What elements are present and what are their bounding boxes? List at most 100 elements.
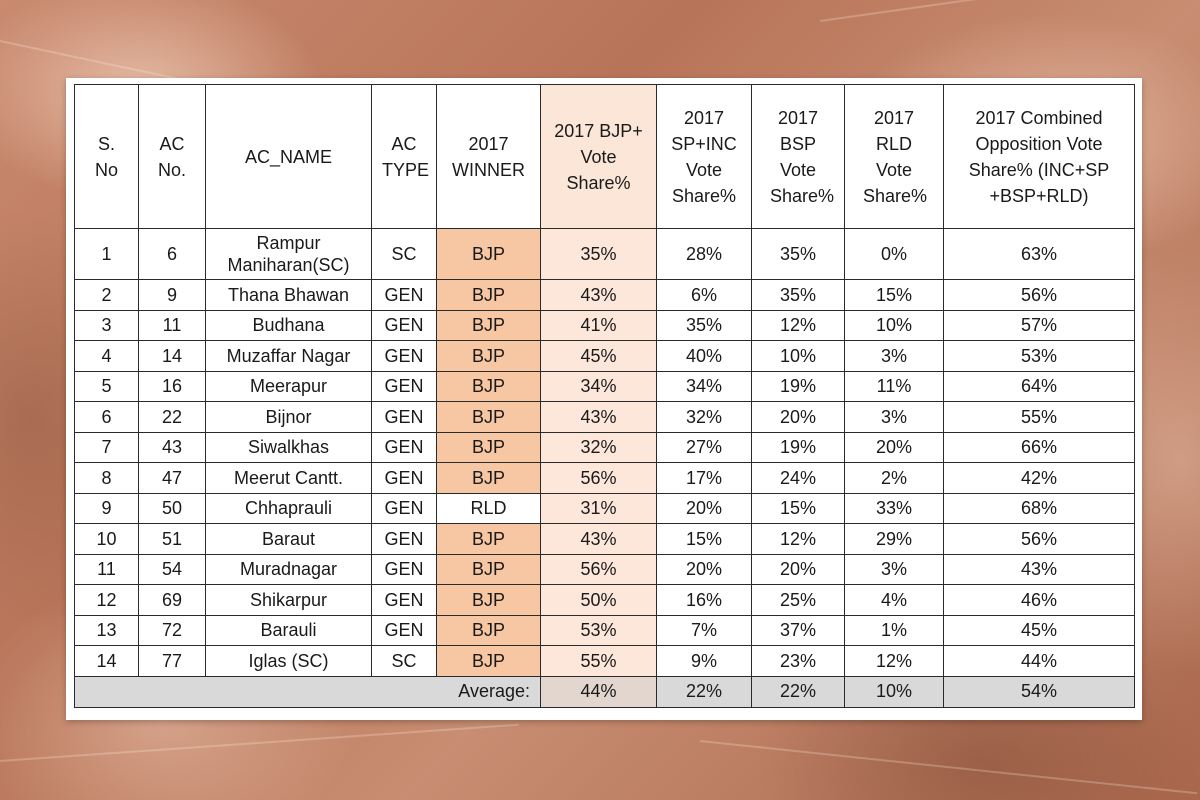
table-row: 2 9 Thana Bhawan GEN BJP 43% 6% 35% 15% 56% xyxy=(74,279,1135,311)
cell-ac-name: Chhaprauli xyxy=(205,492,372,524)
cell-ac-no: 77 xyxy=(138,645,206,677)
cell-s-no: 13 xyxy=(74,614,139,646)
cell-combined-opposition: 56% xyxy=(943,279,1135,311)
average-row: Average: 44% 22% 22% 10% 54% xyxy=(74,675,1135,708)
cell-rld-vote-share: 4% xyxy=(844,584,944,616)
table-row: 13 72 Barauli GEN BJP 53% 7% 37% 1% 45% xyxy=(74,614,1135,646)
header-row: S. No AC No. AC_NAME AC TYPE 2017 WINNER… xyxy=(74,84,1135,229)
table-row: 9 50 Chhaprauli GEN RLD 31% 20% 15% 33% 68% xyxy=(74,492,1135,524)
cell-ac-name: Bijnor xyxy=(205,401,372,433)
cell-s-no: 10 xyxy=(74,523,139,555)
cell-ac-name: Thana Bhawan xyxy=(205,279,372,311)
cell-combined-opposition: 46% xyxy=(943,584,1135,616)
cell-s-no: 3 xyxy=(74,309,139,341)
paper-crease xyxy=(820,0,1200,22)
cell-ac-type: SC xyxy=(371,645,437,677)
cell-winner: BJP xyxy=(436,228,541,280)
cell-sp-inc-vote-share: 9% xyxy=(656,645,752,677)
cell-s-no: 12 xyxy=(74,584,139,616)
cell-sp-inc-vote-share: 35% xyxy=(656,309,752,341)
cell-ac-type: GEN xyxy=(371,431,437,463)
cell-s-no: 1 xyxy=(74,228,139,280)
cell-ac-type: GEN xyxy=(371,584,437,616)
cell-bjp-vote-share: 43% xyxy=(540,523,657,555)
average-label: Average: xyxy=(74,675,541,708)
table-card: S. No AC No. AC_NAME AC TYPE 2017 WINNER… xyxy=(66,78,1142,720)
cell-combined-opposition: 55% xyxy=(943,401,1135,433)
cell-bsp-vote-share: 15% xyxy=(751,492,845,524)
cell-winner: BJP xyxy=(436,462,541,494)
cell-sp-inc-vote-share: 6% xyxy=(656,279,752,311)
cell-ac-no: 14 xyxy=(138,340,206,372)
cell-winner: BJP xyxy=(436,645,541,677)
cell-sp-inc-vote-share: 34% xyxy=(656,370,752,402)
cell-ac-name: Baraut xyxy=(205,523,372,555)
cell-winner: BJP xyxy=(436,370,541,402)
cell-sp-inc-vote-share: 32% xyxy=(656,401,752,433)
cell-combined-opposition: 57% xyxy=(943,309,1135,341)
cell-bjp-vote-share: 31% xyxy=(540,492,657,524)
cell-rld-vote-share: 3% xyxy=(844,340,944,372)
cell-ac-no: 47 xyxy=(138,462,206,494)
cell-bsp-vote-share: 12% xyxy=(751,523,845,555)
table-row: 4 14 Muzaffar Nagar GEN BJP 45% 40% 10% 3% 53% xyxy=(74,340,1135,372)
cell-bsp-vote-share: 37% xyxy=(751,614,845,646)
cell-ac-type: GEN xyxy=(371,279,437,311)
cell-ac-type: GEN xyxy=(371,309,437,341)
average-combined: 54% xyxy=(943,675,1135,708)
table-row: 10 51 Baraut GEN BJP 43% 15% 12% 29% 56% xyxy=(74,523,1135,555)
cell-s-no: 6 xyxy=(74,401,139,433)
cell-sp-inc-vote-share: 16% xyxy=(656,584,752,616)
cell-s-no: 8 xyxy=(74,462,139,494)
cell-ac-type: GEN xyxy=(371,614,437,646)
average-bsp: 22% xyxy=(751,675,845,708)
cell-combined-opposition: 63% xyxy=(943,228,1135,280)
cell-ac-no: 72 xyxy=(138,614,206,646)
cell-ac-no: 51 xyxy=(138,523,206,555)
cell-ac-name: Meerapur xyxy=(205,370,372,402)
cell-ac-name: Budhana xyxy=(205,309,372,341)
header-sp-inc-vote-share: 2017 SP+INC Vote Share% xyxy=(656,84,752,229)
cell-rld-vote-share: 1% xyxy=(844,614,944,646)
cell-rld-vote-share: 20% xyxy=(844,431,944,463)
cell-combined-opposition: 44% xyxy=(943,645,1135,677)
table-row: 14 77 Iglas (SC) SC BJP 55% 9% 23% 12% 44% xyxy=(74,645,1135,677)
cell-ac-no: 6 xyxy=(138,228,206,280)
cell-bsp-vote-share: 35% xyxy=(751,228,845,280)
cell-winner: BJP xyxy=(436,431,541,463)
cell-sp-inc-vote-share: 15% xyxy=(656,523,752,555)
cell-winner: BJP xyxy=(436,401,541,433)
paper-crease xyxy=(699,740,1198,795)
cell-winner: BJP xyxy=(436,553,541,585)
cell-rld-vote-share: 11% xyxy=(844,370,944,402)
header-ac-type: AC TYPE xyxy=(371,84,437,229)
cell-bjp-vote-share: 32% xyxy=(540,431,657,463)
cell-bjp-vote-share: 41% xyxy=(540,309,657,341)
cell-rld-vote-share: 33% xyxy=(844,492,944,524)
cell-bsp-vote-share: 19% xyxy=(751,370,845,402)
cell-ac-name: Rampur Maniharan(SC) xyxy=(205,228,372,280)
header-combined-opposition: 2017 Combined Opposition Vote Share% (IN… xyxy=(943,84,1135,229)
cell-bjp-vote-share: 56% xyxy=(540,553,657,585)
cell-s-no: 5 xyxy=(74,370,139,402)
cell-rld-vote-share: 2% xyxy=(844,462,944,494)
cell-s-no: 14 xyxy=(74,645,139,677)
cell-winner: BJP xyxy=(436,340,541,372)
cell-rld-vote-share: 3% xyxy=(844,553,944,585)
cell-ac-name: Shikarpur xyxy=(205,584,372,616)
cell-bjp-vote-share: 50% xyxy=(540,584,657,616)
cell-combined-opposition: 42% xyxy=(943,462,1135,494)
cell-bjp-vote-share: 43% xyxy=(540,401,657,433)
cell-bsp-vote-share: 25% xyxy=(751,584,845,616)
cell-ac-type: GEN xyxy=(371,553,437,585)
cell-bsp-vote-share: 35% xyxy=(751,279,845,311)
cell-bjp-vote-share: 43% xyxy=(540,279,657,311)
cell-sp-inc-vote-share: 7% xyxy=(656,614,752,646)
cell-ac-name: Muzaffar Nagar xyxy=(205,340,372,372)
cell-bjp-vote-share: 55% xyxy=(540,645,657,677)
cell-bsp-vote-share: 12% xyxy=(751,309,845,341)
cell-bjp-vote-share: 53% xyxy=(540,614,657,646)
cell-bsp-vote-share: 19% xyxy=(751,431,845,463)
cell-ac-type: GEN xyxy=(371,370,437,402)
cell-ac-name: Meerut Cantt. xyxy=(205,462,372,494)
